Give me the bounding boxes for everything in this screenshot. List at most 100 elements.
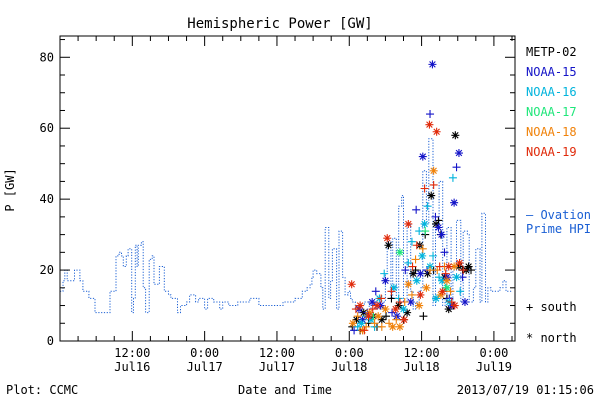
marker-noaa-18-south bbox=[407, 290, 416, 299]
marker-noaa-19-south bbox=[395, 297, 404, 306]
marker-noaa-16-north bbox=[357, 319, 366, 328]
marker-metp-02-north bbox=[377, 315, 386, 324]
marker-noaa-18-south bbox=[362, 322, 371, 331]
marker-noaa-18-north bbox=[415, 301, 424, 310]
marker-metp-02-north bbox=[432, 219, 441, 228]
marker-noaa-15-south bbox=[350, 326, 359, 335]
marker-noaa-18-south bbox=[426, 266, 435, 275]
marker-noaa-15-south bbox=[371, 287, 380, 296]
marker-noaa-18-south bbox=[377, 322, 386, 331]
marker-noaa-19-north bbox=[391, 305, 400, 314]
marker-noaa-16-south bbox=[423, 202, 432, 211]
marker-noaa-19-north bbox=[383, 234, 392, 243]
marker-noaa-18-north bbox=[422, 283, 431, 292]
legend-north-marker: * north bbox=[526, 331, 577, 345]
marker-noaa-19-north bbox=[400, 315, 409, 324]
marker-noaa-16-south bbox=[429, 251, 438, 260]
marker-noaa-18-north bbox=[442, 276, 451, 285]
x-tick-time-label: 12:00 bbox=[259, 346, 295, 360]
marker-noaa-18-south bbox=[385, 319, 394, 328]
marker-noaa-15-north bbox=[460, 297, 469, 306]
marker-noaa-16-south bbox=[456, 287, 465, 296]
marker-noaa-16-north bbox=[418, 251, 427, 260]
marker-noaa-19-south bbox=[459, 266, 468, 275]
marker-noaa-19-north bbox=[356, 301, 365, 310]
marker-noaa-15-north bbox=[368, 297, 377, 306]
marker-noaa-15-north bbox=[416, 269, 425, 278]
x-tick-date-label: Jul18 bbox=[331, 360, 367, 374]
marker-metp-02-north bbox=[464, 262, 473, 271]
marker-noaa-15-south bbox=[412, 205, 421, 214]
marker-metp-02-north bbox=[403, 308, 412, 317]
marker-noaa-16-south bbox=[380, 269, 389, 278]
marker-noaa-19-north bbox=[416, 290, 425, 299]
marker-metp-02-north bbox=[427, 191, 436, 200]
x-tick-time-label: 0:00 bbox=[190, 346, 219, 360]
marker-noaa-16-north bbox=[366, 315, 375, 324]
marker-noaa-17-north bbox=[395, 248, 404, 257]
x-tick-time-label: 0:00 bbox=[479, 346, 508, 360]
marker-noaa-15-south bbox=[401, 266, 410, 275]
marker-noaa-19-south bbox=[420, 184, 429, 193]
marker-noaa-19-south bbox=[435, 262, 444, 271]
marker-noaa-15-north bbox=[450, 198, 459, 207]
legend-entry-noaa-17: NOAA-17 bbox=[526, 105, 577, 119]
marker-noaa-18-south bbox=[411, 255, 420, 264]
marker-noaa-18-north bbox=[395, 322, 404, 331]
axes: 02040608012:00Jul160:00Jul1712:00Jul170:… bbox=[40, 36, 515, 374]
marker-noaa-15-south bbox=[440, 248, 449, 257]
marker-noaa-19-north bbox=[455, 258, 464, 267]
legend-ovation-line1: — Ovation bbox=[526, 208, 591, 222]
chart-title: Hemispheric Power [GW] bbox=[187, 16, 372, 32]
y-tick-label: 0 bbox=[47, 334, 54, 348]
legend: METP-02 NOAA-15 NOAA-16 NOAA-17 NOAA-18 NOAA-… bbox=[526, 45, 591, 345]
footer-timestamp: 2013/07/19 01:15:06 bbox=[457, 383, 594, 397]
y-axis-label: P [GW] bbox=[3, 168, 17, 211]
marker-noaa-19-north bbox=[438, 287, 447, 296]
marker-noaa-19-south bbox=[351, 305, 360, 314]
marker-noaa-16-north bbox=[438, 276, 447, 285]
marker-noaa-18-north bbox=[388, 322, 397, 331]
marker-metp-02-north bbox=[454, 262, 463, 271]
marker-noaa-16-north bbox=[432, 294, 441, 303]
marker-noaa-17-south bbox=[421, 227, 430, 236]
x-tick-time-label: 12:00 bbox=[404, 346, 440, 360]
marker-noaa-16-south bbox=[404, 258, 413, 267]
marker-noaa-19-north bbox=[432, 127, 441, 136]
marker-noaa-16-south bbox=[448, 173, 457, 182]
marker-noaa-18-north bbox=[374, 312, 383, 321]
marker-noaa-15-south bbox=[388, 308, 397, 317]
marker-noaa-16-north bbox=[399, 305, 408, 314]
marker-noaa-17-north bbox=[442, 283, 451, 292]
marker-metp-02-north bbox=[423, 269, 432, 278]
marker-noaa-15-south bbox=[452, 163, 461, 172]
marker-noaa-15-north bbox=[454, 149, 463, 158]
marker-noaa-19-south bbox=[387, 287, 396, 296]
marker-noaa-19-north bbox=[444, 262, 453, 271]
y-tick-label: 20 bbox=[40, 263, 54, 277]
marker-noaa-18-north bbox=[429, 166, 438, 175]
marker-noaa-19-north bbox=[364, 312, 373, 321]
legend-entry-noaa-15: NOAA-15 bbox=[526, 65, 577, 79]
marker-noaa-16-south bbox=[353, 322, 362, 331]
marker-noaa-19-south bbox=[368, 305, 377, 314]
marker-noaa-15-north bbox=[392, 312, 401, 321]
marker-noaa-19-north bbox=[347, 280, 356, 289]
y-tick-label: 60 bbox=[40, 121, 54, 135]
marker-metp-02-south bbox=[467, 266, 476, 275]
marker-noaa-18-north bbox=[365, 308, 374, 317]
marker-metp-02-south bbox=[419, 312, 428, 321]
marker-metp-02-north bbox=[409, 269, 418, 278]
marker-noaa-16-north bbox=[420, 219, 429, 228]
marker-noaa-15-north bbox=[406, 297, 415, 306]
legend-ovation-line2: Prime HPI bbox=[526, 222, 591, 236]
marker-metp-02-south bbox=[382, 312, 391, 321]
x-tick-date-label: Jul16 bbox=[114, 360, 150, 374]
marker-noaa-18-south bbox=[418, 244, 427, 253]
plot-area bbox=[60, 60, 512, 335]
legend-entry-metp-02: METP-02 bbox=[526, 45, 577, 59]
marker-noaa-19-south bbox=[412, 241, 421, 250]
legend-entry-noaa-16: NOAA-16 bbox=[526, 85, 577, 99]
marker-metp-02-north bbox=[394, 301, 403, 310]
marker-noaa-19-south bbox=[441, 269, 450, 278]
